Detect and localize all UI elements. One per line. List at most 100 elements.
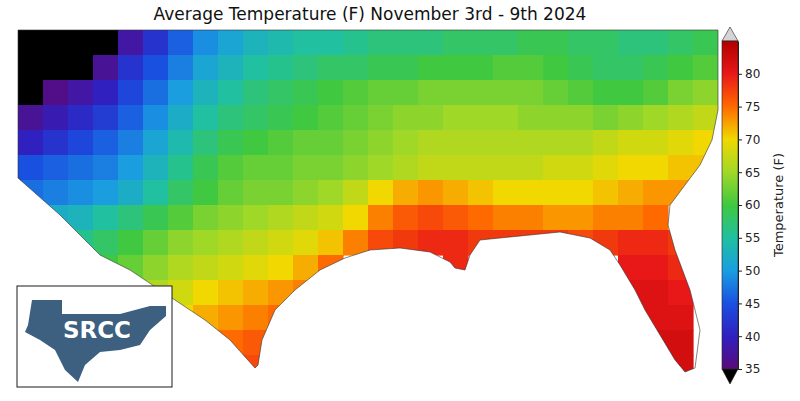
temperature-cell [268,80,294,106]
temperature-cell [168,205,194,231]
temperature-cell [668,155,694,181]
temperature-cell [518,30,544,56]
temperature-cell [643,280,669,306]
colorbar-tick-label: 35 [745,362,760,376]
temperature-cell [318,80,344,106]
colorbar-tick-label: 80 [745,67,760,81]
temperature-cell [43,155,69,181]
temperature-cell [393,155,419,181]
colorbar-label: Temperature (F) [771,153,786,258]
temperature-cell [643,155,669,181]
temperature-cell [518,130,544,156]
temperature-cell [268,205,294,231]
temperature-cell [68,105,94,131]
temperature-cell [643,305,669,331]
temperature-cell [643,255,669,281]
temperature-cell [143,155,169,181]
temperature-cell [668,355,694,381]
colorbar-tick-mark [738,336,742,337]
temperature-cell [93,80,119,106]
temperature-cell [168,130,194,156]
colorbar-tick-mark [738,107,742,108]
temperature-cell [268,105,294,131]
temperature-cell [468,30,494,56]
temperature-cell [443,30,469,56]
temperature-cell [368,130,394,156]
temperature-cell [293,55,319,81]
temperature-cell [693,130,719,156]
temperature-cell [218,30,244,56]
temperature-cell [443,205,469,231]
temperature-cell [218,130,244,156]
colorbar-tick: 70 [738,133,760,147]
temperature-cell [243,180,269,206]
temperature-cell [418,130,444,156]
temperature-cell [518,155,544,181]
colorbar-gradient [722,41,738,369]
temperature-cell [43,205,69,231]
temperature-cell [68,130,94,156]
temperature-cell [193,205,219,231]
colorbar-tick: 35 [738,362,760,376]
temperature-cell [493,205,519,231]
temperature-cell [643,180,669,206]
temperature-cell [393,180,419,206]
temperature-cell [643,80,669,106]
colorbar-tick: 40 [738,330,760,344]
logo-box [17,286,172,387]
temperature-cell [243,130,269,156]
temperature-cell [18,155,44,181]
temperature-cell [218,305,244,331]
temperature-cell [93,180,119,206]
temperature-cell [368,155,394,181]
temperature-cell [643,130,669,156]
temperature-cell [443,155,469,181]
temperature-cell [668,80,694,106]
colorbar-tick-label: 50 [745,264,760,278]
temperature-cell [543,80,569,106]
temperature-cell [218,280,244,306]
temperature-cell [43,55,69,81]
temperature-cell [293,155,319,181]
temperature-cell [243,80,269,106]
colorbar-tick-label: 55 [745,231,760,245]
temperature-cell [143,205,169,231]
temperature-cell [268,255,294,281]
colorbar-tick-mark [738,139,742,140]
temperature-cell [593,80,619,106]
temperature-cell [18,180,44,206]
temperature-cell [393,80,419,106]
temperature-cell [243,255,269,281]
temperature-cell [18,105,44,131]
temperature-cell [293,280,319,306]
temperature-cell [393,30,419,56]
temperature-cell [218,155,244,181]
temperature-cell [618,230,644,256]
temperature-cell [668,255,694,281]
temperature-cell [393,105,419,131]
temperature-cell [618,155,644,181]
temperature-cell [493,155,519,181]
logo-shape [25,300,166,382]
temperature-cell [268,280,294,306]
temperature-cell [143,130,169,156]
temperature-cell [143,30,169,56]
colorbar-tick-mark [738,369,742,370]
colorbar-over [722,27,738,41]
temperature-cell [418,155,444,181]
temperature-cell [93,30,119,56]
temperature-cell [668,130,694,156]
temperature-cell [543,30,569,56]
temperature-cell [668,230,694,256]
temperature-cell [193,55,219,81]
temperature-cell [243,230,269,256]
colorbar-tick-label: 40 [745,330,760,344]
colorbar-tick-mark [738,271,742,272]
colorbar-under [722,369,738,384]
temperature-cell [643,105,669,131]
temperature-cell [43,30,69,56]
temperature-cell [568,30,594,56]
temperature-cell [393,55,419,81]
colorbar-tick: 50 [738,264,760,278]
temperature-cell [643,30,669,56]
